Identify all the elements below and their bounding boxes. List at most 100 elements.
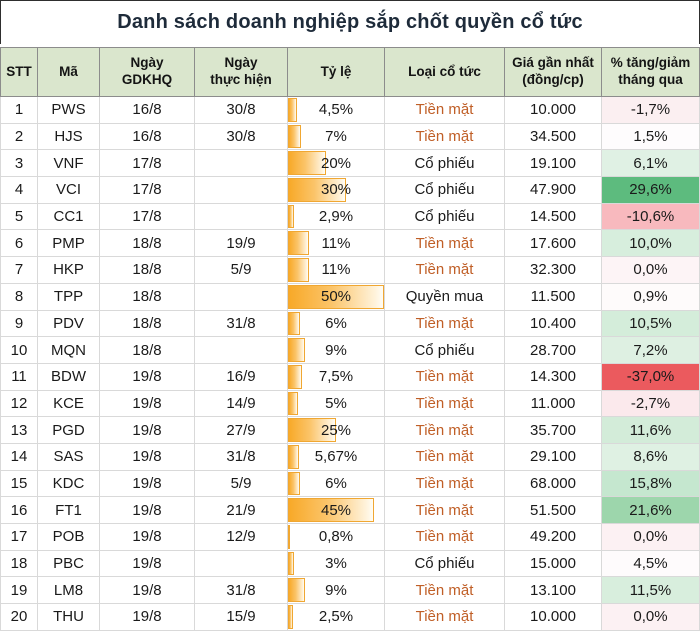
cell-stt: 14: [0, 443, 38, 471]
table-row: 17 POB 19/8 12/9 0,8% Tiền mặt 49.200 0,0%: [0, 524, 700, 551]
cell-ticker: PDV: [38, 310, 100, 338]
table-header-row: STT Mã Ngày GDKHQ Ngày thực hiện Tỷ lệ L…: [0, 47, 700, 97]
cell-dividend-type: Cổ phiếu: [385, 203, 505, 231]
cell-ex-date: 19/8: [100, 363, 195, 391]
table-row: 15 KDC 19/8 5/9 6% Tiền mặt 68.000 15,8%: [0, 470, 700, 498]
cell-ticker: TPP: [38, 283, 100, 311]
cell-latest-price: 28.700: [505, 337, 602, 364]
cell-monthly-change: 1,5%: [602, 123, 700, 151]
cell-exec-date: 27/9: [195, 417, 288, 444]
cell-dividend-type: Tiền mặt: [385, 497, 505, 524]
cell-monthly-change: 15,8%: [602, 470, 700, 498]
cell-stt: 9: [0, 310, 38, 338]
ratio-value: 11%: [321, 261, 351, 279]
cell-ticker: LM8: [38, 577, 100, 605]
cell-ticker: MQN: [38, 337, 100, 364]
cell-ticker: VCI: [38, 177, 100, 204]
ratio-value: 9%: [325, 341, 347, 359]
table-row: 16 FT1 19/8 21/9 45% Tiền mặt 51.500 21,6%: [0, 497, 700, 524]
cell-dividend-type: Cổ phiếu: [385, 177, 505, 204]
cell-latest-price: 10.000: [505, 97, 602, 124]
cell-ratio: 2,9%: [288, 203, 385, 231]
cell-dividend-type: Tiền mặt: [385, 390, 505, 418]
ratio-databar: [288, 204, 294, 229]
cell-ticker: KDC: [38, 470, 100, 498]
cell-stt: 11: [0, 363, 38, 391]
cell-exec-date: [195, 550, 288, 578]
cell-dividend-type: Tiền mặt: [385, 123, 505, 151]
cell-ratio: 6%: [288, 310, 385, 338]
cell-latest-price: 15.000: [505, 550, 602, 578]
cell-exec-date: 30/8: [195, 97, 288, 124]
column-header-dividend-type: Loại cổ tức: [385, 47, 505, 97]
cell-ex-date: 19/8: [100, 524, 195, 551]
cell-latest-price: 51.500: [505, 497, 602, 524]
cell-stt: 20: [0, 604, 38, 631]
cell-ratio: 6%: [288, 470, 385, 498]
cell-dividend-type: Tiền mặt: [385, 363, 505, 391]
table-row: 18 PBC 19/8 3% Cổ phiếu 15.000 4,5%: [0, 550, 700, 578]
cell-latest-price: 47.900: [505, 177, 602, 204]
ratio-value: 4,5%: [318, 101, 354, 119]
cell-exec-date: [195, 150, 288, 178]
cell-ratio: 9%: [288, 337, 385, 364]
cell-ratio: 4,5%: [288, 97, 385, 124]
table-row: 14 SAS 19/8 31/8 5,67% Tiền mặt 29.100 8,6%: [0, 443, 700, 471]
cell-latest-price: 13.100: [505, 577, 602, 605]
cell-monthly-change: -1,7%: [602, 97, 700, 124]
cell-ratio: 5%: [288, 390, 385, 418]
cell-ratio: 9%: [288, 577, 385, 605]
cell-exec-date: 21/9: [195, 497, 288, 524]
table-row: 13 PGD 19/8 27/9 25% Tiền mặt 35.700 11,6%: [0, 417, 700, 444]
cell-ticker: PMP: [38, 230, 100, 258]
table-row: 6 PMP 18/8 19/9 11% Tiền mặt 17.600 10,0%: [0, 230, 700, 258]
cell-ex-date: 18/8: [100, 230, 195, 258]
cell-monthly-change: -37,0%: [602, 363, 700, 391]
ratio-databar: [288, 151, 327, 176]
cell-ticker: HJS: [38, 123, 100, 151]
cell-ticker: SAS: [38, 443, 100, 471]
ratio-databar: [288, 578, 306, 603]
cell-ex-date: 16/8: [100, 97, 195, 124]
cell-dividend-type: Tiền mặt: [385, 604, 505, 631]
column-header-ratio: Tỷ lệ: [288, 47, 385, 97]
cell-monthly-change: 0,0%: [602, 524, 700, 551]
ratio-databar: [288, 444, 299, 469]
column-header-latest-price: Giá gần nhất (đồng/cp): [505, 47, 602, 97]
cell-ratio: 5,67%: [288, 443, 385, 471]
ratio-value: 45%: [320, 501, 352, 519]
cell-latest-price: 32.300: [505, 257, 602, 284]
table-row: 20 THU 19/8 15/9 2,5% Tiền mặt 10.000 0,0%: [0, 604, 700, 631]
cell-latest-price: 14.500: [505, 203, 602, 231]
cell-dividend-type: Tiền mặt: [385, 97, 505, 124]
cell-ticker: PGD: [38, 417, 100, 444]
ratio-value: 2,9%: [318, 208, 354, 226]
cell-stt: 12: [0, 390, 38, 418]
cell-exec-date: [195, 177, 288, 204]
cell-monthly-change: 11,6%: [602, 417, 700, 444]
cell-exec-date: 5/9: [195, 470, 288, 498]
cell-ex-date: 19/8: [100, 417, 195, 444]
cell-ex-date: 16/8: [100, 123, 195, 151]
table-row: 19 LM8 19/8 31/8 9% Tiền mặt 13.100 11,5%: [0, 577, 700, 605]
cell-exec-date: 31/8: [195, 443, 288, 471]
ratio-value: 6%: [325, 314, 347, 332]
cell-ex-date: 19/8: [100, 577, 195, 605]
ratio-databar: [288, 605, 293, 629]
table-row: 11 BDW 19/8 16/9 7,5% Tiền mặt 14.300 -37,0%: [0, 363, 700, 391]
cell-ratio: 25%: [288, 417, 385, 444]
ratio-value: 5%: [325, 394, 347, 412]
cell-ticker: THU: [38, 604, 100, 631]
table-row: 4 VCI 17/8 30% Cổ phiếu 47.900 29,6%: [0, 177, 700, 204]
cell-stt: 17: [0, 524, 38, 551]
column-header-ticker: Mã: [38, 47, 100, 97]
cell-latest-price: 34.500: [505, 123, 602, 151]
ratio-value: 50%: [320, 288, 352, 306]
cell-ratio: 45%: [288, 497, 385, 524]
cell-ratio: 7,5%: [288, 363, 385, 391]
cell-monthly-change: 6,1%: [602, 150, 700, 178]
cell-ex-date: 17/8: [100, 203, 195, 231]
cell-dividend-type: Tiền mặt: [385, 524, 505, 551]
cell-latest-price: 19.100: [505, 150, 602, 178]
cell-dividend-type: Cổ phiếu: [385, 550, 505, 578]
